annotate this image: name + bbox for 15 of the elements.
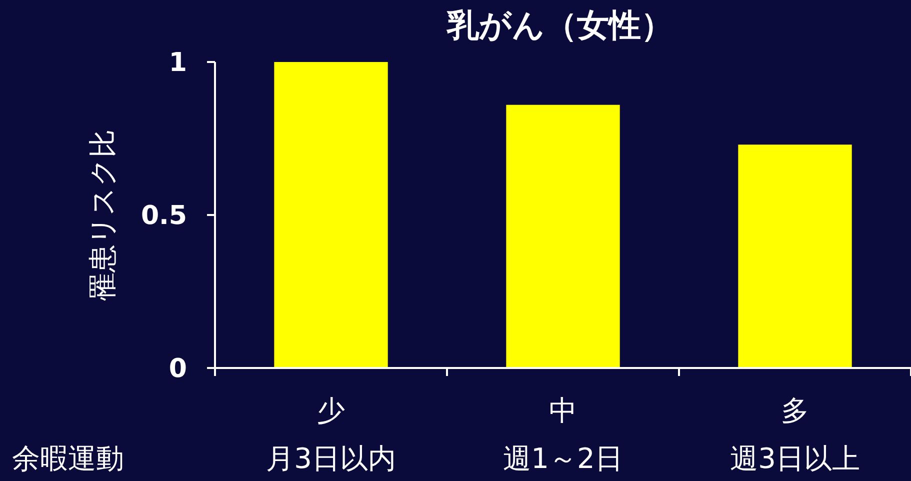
x-tick-label: 中: [549, 394, 577, 427]
y-tick-label: 0: [168, 354, 187, 384]
x-tick-label: 多: [781, 394, 809, 427]
chart-title: 乳がん（女性）: [446, 6, 673, 44]
text: 月3日以内: [266, 442, 396, 475]
y-axis-title: 罹患リスク比: [86, 130, 119, 302]
x-tick-label: 少: [317, 394, 345, 427]
bar: [274, 62, 388, 368]
x-axis-title: 余暇運動: [12, 442, 124, 475]
text: 週3日以上: [730, 442, 860, 475]
bar: [506, 104, 620, 368]
bar: [738, 144, 852, 368]
y-tick-label: 0.5: [140, 201, 187, 231]
y-tick-label: 1: [168, 48, 187, 78]
text: 週1～2日: [503, 442, 623, 475]
